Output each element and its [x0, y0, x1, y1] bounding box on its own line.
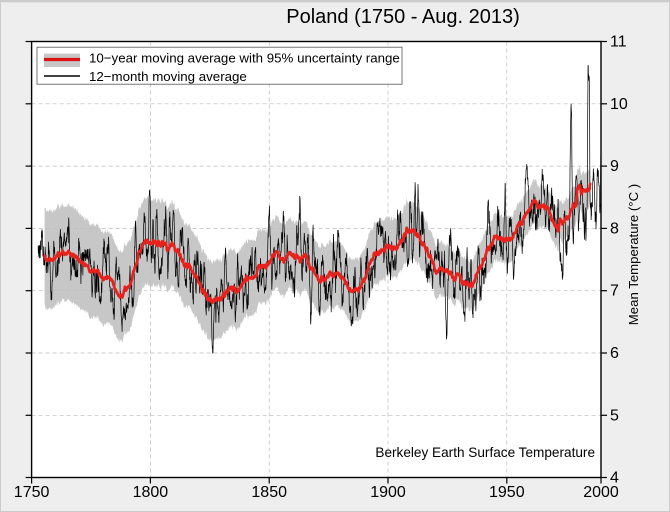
- svg-text:9: 9: [610, 158, 619, 175]
- svg-text:2000: 2000: [583, 484, 619, 501]
- svg-text:1950: 1950: [489, 484, 525, 501]
- svg-text:Berkeley Earth Surface Tempera: Berkeley Earth Surface Temperature: [375, 445, 595, 460]
- svg-text:11: 11: [610, 34, 627, 51]
- svg-text:1800: 1800: [133, 484, 169, 501]
- svg-text:Mean Temperature (°C ): Mean Temperature (°C ): [626, 184, 641, 325]
- svg-text:10−year moving average with 95: 10−year moving average with 95% uncertai…: [89, 50, 400, 65]
- svg-text:Poland (1750 - Aug. 2013): Poland (1750 - Aug. 2013): [286, 6, 520, 28]
- svg-text:4: 4: [610, 470, 619, 487]
- svg-text:6: 6: [610, 345, 619, 362]
- svg-text:1900: 1900: [370, 484, 406, 501]
- svg-text:12−month moving average: 12−month moving average: [89, 69, 247, 84]
- svg-text:1750: 1750: [14, 484, 50, 501]
- svg-text:10: 10: [610, 96, 628, 113]
- svg-text:7: 7: [610, 283, 619, 300]
- svg-text:1850: 1850: [251, 484, 287, 501]
- svg-text:8: 8: [610, 220, 619, 237]
- svg-text:5: 5: [610, 407, 619, 424]
